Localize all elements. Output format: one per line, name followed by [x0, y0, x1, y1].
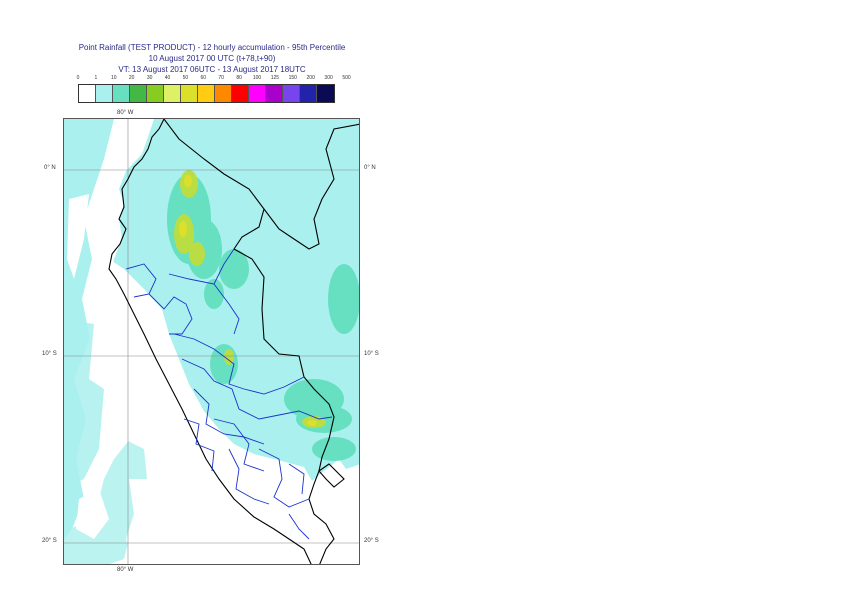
legend-swatch	[283, 85, 300, 102]
color-legend	[78, 84, 335, 103]
admin-boundaries	[125, 248, 333, 540]
lon-label-bottom: 80° W	[117, 567, 134, 573]
lon-label-top: 80° W	[117, 110, 134, 116]
lat-label-right-20: 20° S	[364, 538, 379, 544]
legend-tick: 150	[288, 75, 297, 81]
legend-swatch	[300, 85, 317, 102]
legend-tick: 40	[164, 75, 171, 81]
legend-swatch	[96, 85, 113, 102]
legend-swatch	[147, 85, 164, 102]
legend-swatch	[215, 85, 232, 102]
legend-swatch	[113, 85, 130, 102]
legend-tick: 70	[218, 75, 224, 81]
legend-tick: 500	[342, 75, 351, 81]
legend-tick: 20	[128, 75, 135, 81]
rainfall-map	[63, 118, 360, 565]
map-title-line1: Point Rainfall (TEST PRODUCT) - 12 hourl…	[78, 43, 346, 52]
lat-label-right-10: 10° S	[364, 351, 379, 357]
legend-tick: 30	[146, 75, 153, 81]
legend-swatch	[198, 85, 215, 102]
legend-tick: 10	[111, 75, 117, 81]
legend-tick: 125	[270, 75, 280, 81]
legend-swatch	[164, 85, 181, 102]
legend-tick: 0	[76, 75, 80, 81]
legend-swatch	[130, 85, 147, 102]
legend-tick: 200	[306, 75, 315, 81]
graticule	[64, 119, 359, 564]
rain-peak-areas	[179, 175, 317, 426]
lat-label-left-10: 10° S	[42, 351, 57, 357]
map-title-line3: VT: 13 August 2017 06UTC - 13 August 201…	[118, 65, 306, 74]
legend-tick: 60	[200, 75, 207, 81]
legend-swatch	[317, 85, 334, 102]
lat-label-right-0: 0° N	[364, 165, 376, 171]
legend-tick: 100	[252, 75, 262, 81]
legend-tick: 80	[236, 75, 242, 81]
legend-tick: 1	[94, 75, 98, 81]
legend-swatch	[232, 85, 249, 102]
legend-tick: 50	[182, 75, 189, 81]
legend-swatch	[249, 85, 266, 102]
lat-label-left-0: 0° N	[44, 165, 56, 171]
coastline-borders	[108, 119, 359, 564]
map-canvas	[64, 119, 359, 564]
legend-swatch	[79, 85, 96, 102]
dry-coastal-land	[104, 259, 312, 564]
legend-swatch	[181, 85, 198, 102]
legend-swatch	[266, 85, 283, 102]
legend-tick: 300	[324, 75, 333, 81]
map-title-line2: 10 August 2017 00 UTC (t+78,t+90)	[148, 54, 276, 63]
lat-label-left-20: 20° S	[42, 538, 57, 544]
